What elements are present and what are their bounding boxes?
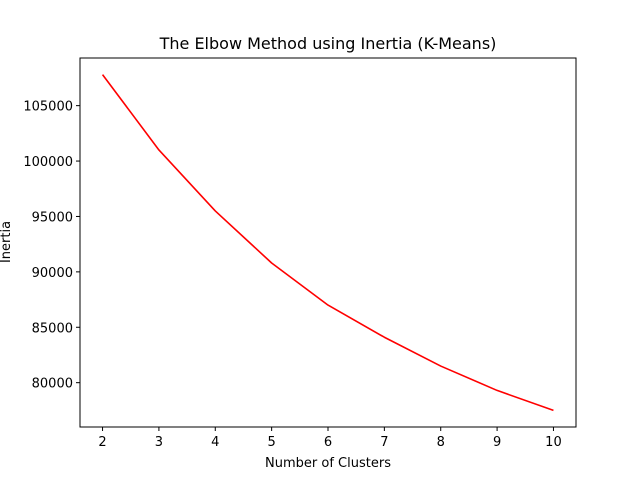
- y-tick-label: 100000: [23, 155, 73, 170]
- y-axis-title: Inertia: [0, 221, 14, 263]
- x-tick-label: 4: [211, 435, 219, 450]
- x-tick-label: 5: [267, 435, 275, 450]
- series-layer: [101, 74, 554, 412]
- y-tick-label: 85000: [32, 321, 73, 336]
- x-axis-title: Number of Clusters: [265, 456, 391, 471]
- y-tick-label: 80000: [32, 377, 73, 392]
- series-line-inertia: [101, 74, 554, 412]
- plot-frame: [79, 57, 577, 428]
- x-tick-label: 10: [545, 435, 562, 450]
- y-axis-ticks: 80000 85000 90000 95000 100000 105000: [23, 100, 80, 392]
- x-tick-label: 7: [380, 435, 388, 450]
- x-tick-label: 6: [324, 435, 332, 450]
- y-tick-label: 95000: [32, 210, 73, 225]
- x-tick-label: 9: [493, 435, 501, 450]
- y-tick-label: 105000: [23, 100, 73, 115]
- x-axis-ticks: 2 3 4 5 6 7 8 9 10: [98, 427, 562, 450]
- plot-area: 2 3 4 5 6 7 8 9 10 80000 85000 90000 95000 100000 105…: [23, 57, 577, 450]
- x-tick-label: 2: [98, 435, 106, 450]
- x-tick-label: 8: [437, 435, 445, 450]
- chart-title: The Elbow Method using Inertia (K-Means): [159, 34, 497, 53]
- x-tick-label: 3: [155, 435, 163, 450]
- y-tick-label: 90000: [32, 266, 73, 281]
